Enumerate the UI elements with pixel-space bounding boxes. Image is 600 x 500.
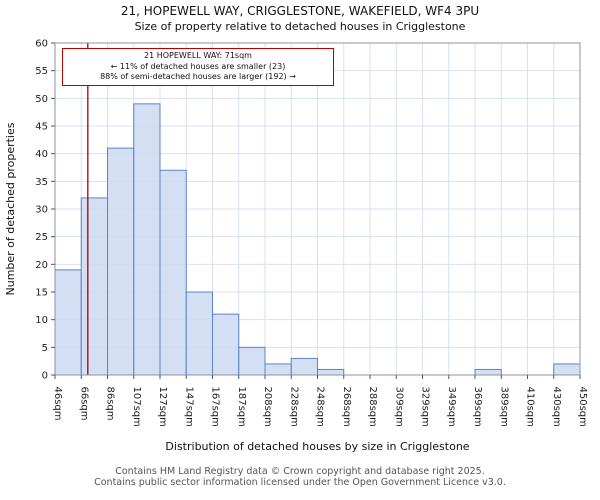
x-tick-label: 268sqm [341, 387, 352, 427]
histogram-bar [133, 103, 161, 376]
y-tick-label: 10 [35, 315, 48, 326]
y-tick-label: 45 [35, 122, 48, 133]
y-tick-label: 15 [35, 288, 48, 299]
annotation-callout: 21 HOPEWELL WAY: 71sqm ← 11% of detached… [62, 48, 334, 86]
x-tick-label: 208sqm [262, 387, 273, 427]
histogram-bar [317, 368, 345, 376]
histogram-bar [264, 363, 292, 376]
histogram-bar [159, 169, 187, 376]
x-tick-label: 228sqm [288, 387, 299, 427]
x-tick-label: 127sqm [157, 387, 168, 427]
histogram-bar [290, 357, 318, 376]
x-tick-label: 288sqm [367, 387, 378, 427]
y-tick-label: 5 [42, 343, 48, 354]
y-tick-label: 25 [35, 232, 48, 243]
x-tick-label: 369sqm [472, 387, 483, 427]
x-tick-label: 46sqm [52, 387, 63, 421]
x-tick-label: 248sqm [315, 387, 326, 427]
x-tick-label: 147sqm [183, 387, 194, 427]
histogram-bar [80, 197, 108, 376]
y-tick-label: 35 [35, 177, 48, 188]
histogram-bar [212, 313, 240, 376]
x-tick-label: 430sqm [551, 387, 562, 427]
chart-subtitle: Size of property relative to detached ho… [134, 20, 466, 33]
x-axis-label: Distribution of detached houses by size … [165, 440, 469, 453]
histogram-bar [238, 346, 266, 376]
y-axis: 0 5 10 15 20 25 30 35 40 45 50 55 60 [35, 39, 55, 382]
chart-title: 21, HOPEWELL WAY, CRIGGLESTONE, WAKEFIEL… [120, 4, 480, 18]
y-tick-label: 20 [35, 260, 48, 271]
annotation-line-3: 88% of semi-detached houses are larger (… [100, 72, 296, 82]
annotation-line-1: 21 HOPEWELL WAY: 71sqm [144, 51, 252, 60]
histogram-bar [185, 291, 213, 376]
x-axis: 46sqm 66sqm 86sqm 107sqm 127sqm 147sqm 167sqm 1… [52, 375, 588, 427]
annotation-line-2: ← 11% of detached houses are smaller (23… [110, 61, 286, 71]
x-tick-label: 66sqm [78, 387, 89, 421]
y-axis-label: Number of detached properties [4, 122, 17, 295]
histogram-bar [54, 269, 82, 376]
x-tick-label: 107sqm [131, 387, 142, 427]
x-tick-label: 450sqm [577, 387, 588, 427]
x-tick-label: 86sqm [105, 387, 116, 421]
y-tick-label: 50 [35, 94, 48, 105]
x-tick-label: 309sqm [393, 387, 404, 427]
bar-series [54, 103, 581, 376]
footer-attribution-1: Contains HM Land Registry data © Crown c… [115, 466, 485, 477]
y-tick-label: 55 [35, 66, 48, 77]
x-tick-label: 389sqm [498, 387, 509, 427]
x-tick-label: 349sqm [446, 387, 457, 427]
y-tick-label: 30 [35, 205, 48, 216]
x-tick-label: 187sqm [236, 387, 247, 427]
x-tick-label: 329sqm [420, 387, 431, 427]
y-tick-label: 0 [42, 371, 48, 382]
y-tick-label: 60 [35, 39, 48, 50]
x-tick-label: 167sqm [210, 387, 221, 427]
x-tick-label: 410sqm [525, 387, 536, 427]
histogram-bar [474, 368, 502, 376]
y-tick-label: 40 [35, 149, 48, 160]
footer-attribution-2: Contains public sector information licen… [94, 477, 506, 488]
histogram-bar [553, 363, 581, 376]
histogram-bar [107, 147, 135, 376]
